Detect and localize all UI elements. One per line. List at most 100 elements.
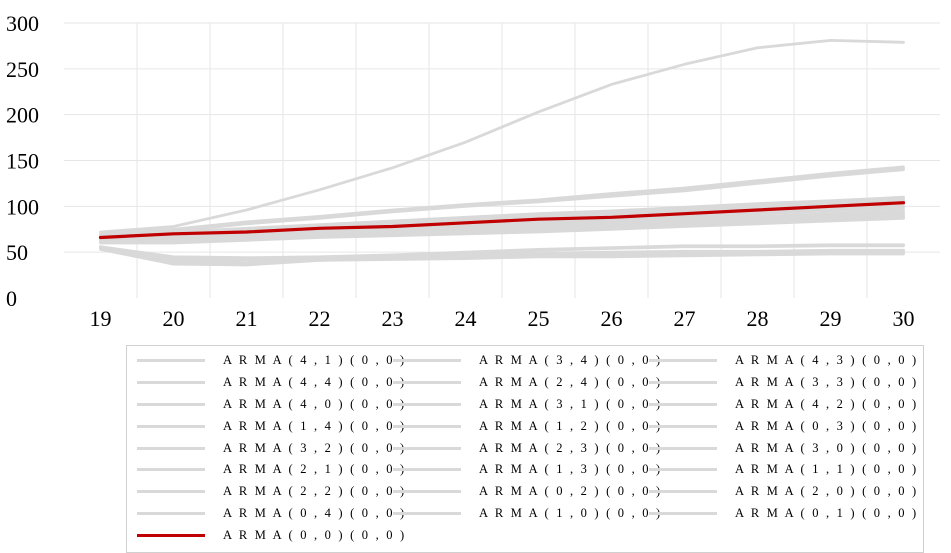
legend-label: A R M A ( 4 , 1 ) ( 0 , 0 ): [223, 353, 407, 368]
x-tick-label: 19: [90, 306, 112, 331]
legend-label: A R M A ( 1 , 3 ) ( 0 , 0 ): [479, 462, 663, 477]
x-tick-label: 30: [893, 306, 915, 331]
legend-swatch: [649, 511, 717, 515]
series-line: [99, 39, 905, 234]
legend-label: A R M A ( 1 , 2 ) ( 0 , 0 ): [479, 418, 663, 433]
legend-item: A R M A ( 3 , 1 ) ( 0 , 0 ): [393, 394, 660, 416]
y-tick-label: 150: [6, 149, 39, 174]
legend-label: A R M A ( 3 , 4 ) ( 0 , 0 ): [479, 353, 663, 368]
legend-label: A R M A ( 3 , 1 ) ( 0 , 0 ): [479, 396, 663, 411]
legend-label: A R M A ( 4 , 4 ) ( 0 , 0 ): [223, 375, 407, 390]
x-tick-label: 27: [674, 306, 696, 331]
x-tick-label: 26: [601, 306, 623, 331]
legend-item: A R M A ( 1 , 2 ) ( 0 , 0 ): [393, 415, 660, 437]
legend-swatch: [393, 381, 461, 385]
legend-label: A R M A ( 1 , 4 ) ( 0 , 0 ): [223, 418, 407, 433]
legend-label: A R M A ( 0 , 1 ) ( 0 , 0 ): [735, 505, 919, 520]
legend-label: A R M A ( 0 , 0 ) ( 0 , 0 ): [223, 527, 407, 542]
legend-label: A R M A ( 3 , 0 ) ( 0 , 0 ): [735, 440, 919, 455]
legend-swatch: [649, 490, 717, 494]
legend-item: A R M A ( 0 , 2 ) ( 0 , 0 ): [393, 481, 660, 503]
legend-swatch: [393, 446, 461, 450]
legend-label: A R M A ( 3 , 2 ) ( 0 , 0 ): [223, 440, 407, 455]
legend-swatch: [649, 446, 717, 450]
y-tick-label: 50: [6, 240, 28, 265]
legend-label: A R M A ( 0 , 4 ) ( 0 , 0 ): [223, 505, 407, 520]
legend-swatch: [393, 468, 461, 472]
y-tick-label: 250: [6, 57, 39, 82]
legend-label: A R M A ( 0 , 2 ) ( 0 , 0 ): [479, 484, 663, 499]
legend-swatch: [137, 381, 205, 385]
legend-swatch: [137, 468, 205, 472]
series-lines: [98, 39, 906, 267]
legend-label: A R M A ( 3 , 3 ) ( 0 , 0 ): [735, 375, 919, 390]
legend: A R M A ( 4 , 1 ) ( 0 , 0 ) A R M A ( 3 ,…: [126, 345, 924, 553]
x-tick-label: 23: [382, 306, 404, 331]
x-axis: 19 20 21 22 23 24 25 26 27 28 29 30: [90, 306, 915, 331]
legend-item: A R M A ( 2 , 0 ) ( 0 , 0 ): [649, 481, 916, 503]
legend-item: A R M A ( 1 , 0 ) ( 0 , 0 ): [393, 503, 660, 525]
legend-swatch: [137, 424, 205, 428]
x-tick-label: 25: [528, 306, 550, 331]
series-line: [99, 216, 905, 245]
legend-item: A R M A ( 4 , 1 ) ( 0 , 0 ): [137, 350, 404, 372]
legend-swatch: [137, 490, 205, 494]
y-tick-label: 200: [6, 103, 39, 128]
y-axis: 0 50 100 150 200 250 300: [6, 11, 39, 311]
series-line: [99, 247, 905, 267]
legend-label: A R M A ( 2 , 3 ) ( 0 , 0 ): [479, 440, 663, 455]
x-tick-label: 29: [820, 306, 842, 331]
y-tick-label: 100: [6, 194, 39, 219]
legend-item: A R M A ( 1 , 4 ) ( 0 , 0 ): [137, 415, 404, 437]
legend-swatch: [649, 468, 717, 472]
legend-item: A R M A ( 4 , 3 ) ( 0 , 0 ): [649, 350, 916, 372]
legend-item: A R M A ( 1 , 3 ) ( 0 , 0 ): [393, 459, 660, 481]
legend-item: A R M A ( 3 , 2 ) ( 0 , 0 ): [137, 437, 404, 459]
legend-item: A R M A ( 0 , 3 ) ( 0 , 0 ): [649, 415, 916, 437]
legend-swatch: [393, 511, 461, 515]
legend-item: A R M A ( 4 , 0 ) ( 0 , 0 ): [137, 394, 404, 416]
legend-item: A R M A ( 0 , 0 ) ( 0 , 0 ): [137, 524, 404, 546]
legend-swatch: [393, 424, 461, 428]
x-tick-label: 22: [309, 306, 331, 331]
legend-label: A R M A ( 4 , 3 ) ( 0 , 0 ): [735, 353, 919, 368]
legend-label: A R M A ( 1 , 1 ) ( 0 , 0 ): [735, 462, 919, 477]
legend-swatch: [137, 402, 205, 406]
legend-item: A R M A ( 2 , 4 ) ( 0 , 0 ): [393, 372, 660, 394]
x-tick-label: 24: [455, 306, 477, 331]
legend-label: A R M A ( 1 , 0 ) ( 0 , 0 ): [479, 505, 663, 520]
line-chart: 0 50 100 150 200 250 300 19 20 21 22 23 24 25 26 27 28 2…: [6, 11, 940, 331]
legend-item: A R M A ( 0 , 4 ) ( 0 , 0 ): [137, 503, 404, 525]
y-tick-label: 300: [6, 11, 39, 36]
legend-item: A R M A ( 0 , 1 ) ( 0 , 0 ): [649, 503, 916, 525]
legend-grid: A R M A ( 4 , 1 ) ( 0 , 0 ) A R M A ( 3 ,…: [137, 350, 916, 546]
legend-label: A R M A ( 4 , 0 ) ( 0 , 0 ): [223, 396, 407, 411]
legend-swatch: [649, 424, 717, 428]
legend-swatch: [137, 359, 205, 363]
legend-item: A R M A ( 3 , 4 ) ( 0 , 0 ): [393, 350, 660, 372]
legend-swatch: [649, 381, 717, 385]
legend-swatch: [137, 446, 205, 450]
series-line: [99, 244, 905, 261]
legend-swatch: [137, 511, 205, 515]
legend-label: A R M A ( 4 , 2 ) ( 0 , 0 ): [735, 396, 919, 411]
legend-item: A R M A ( 1 , 1 ) ( 0 , 0 ): [649, 459, 916, 481]
legend-item: A R M A ( 2 , 1 ) ( 0 , 0 ): [137, 459, 404, 481]
legend-label: A R M A ( 2 , 4 ) ( 0 , 0 ): [479, 375, 663, 390]
x-tick-label: 21: [236, 306, 258, 331]
legend-item: A R M A ( 3 , 0 ) ( 0 , 0 ): [649, 437, 916, 459]
legend-item: A R M A ( 4 , 4 ) ( 0 , 0 ): [137, 372, 404, 394]
legend-label: A R M A ( 2 , 2 ) ( 0 , 0 ): [223, 484, 407, 499]
series-line-highlight: [98, 201, 906, 240]
legend-item: A R M A ( 2 , 3 ) ( 0 , 0 ): [393, 437, 660, 459]
legend-item: A R M A ( 3 , 3 ) ( 0 , 0 ): [649, 372, 916, 394]
series-line: [99, 168, 905, 238]
legend-swatch: [393, 490, 461, 494]
legend-swatch: [649, 359, 717, 363]
legend-swatch: [137, 533, 205, 537]
x-tick-label: 28: [747, 306, 769, 331]
legend-label: A R M A ( 2 , 1 ) ( 0 , 0 ): [223, 462, 407, 477]
legend-label: A R M A ( 0 , 3 ) ( 0 , 0 ): [735, 418, 919, 433]
legend-swatch: [649, 402, 717, 406]
x-tick-label: 20: [163, 306, 185, 331]
